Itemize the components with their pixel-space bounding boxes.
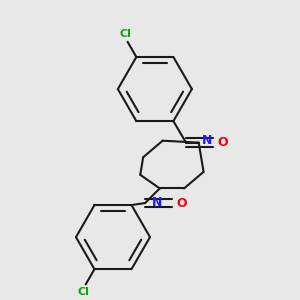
Text: N: N <box>152 196 162 209</box>
Text: O: O <box>176 196 187 209</box>
Text: N: N <box>202 134 212 147</box>
Text: Cl: Cl <box>78 287 90 297</box>
Text: O: O <box>217 136 228 149</box>
Text: Cl: Cl <box>120 29 132 39</box>
